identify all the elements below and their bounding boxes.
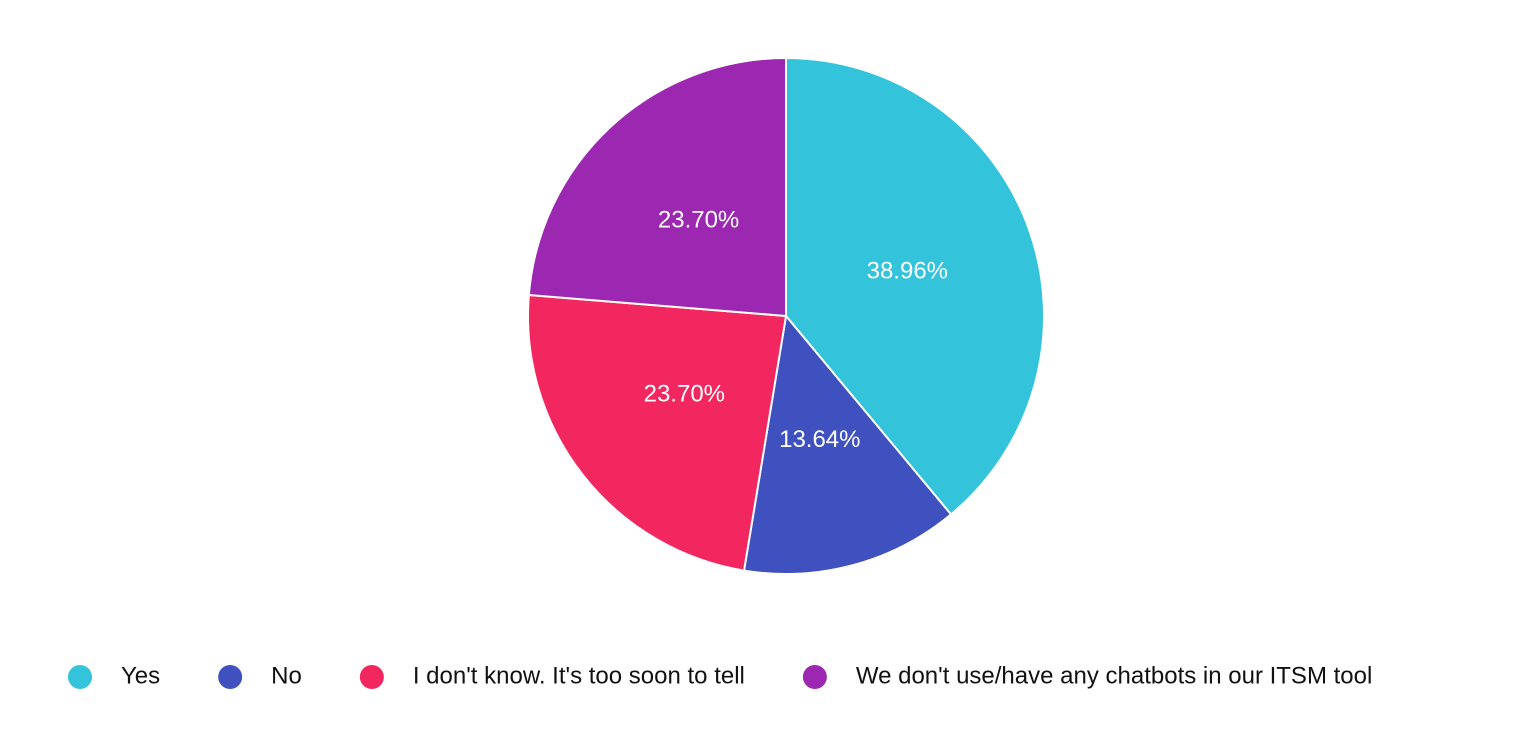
pie-slice (527, 293, 788, 572)
data-label: 23.70% (658, 206, 739, 233)
data-label: 38.96% (867, 257, 948, 284)
legend-label: Yes (121, 662, 160, 689)
legend-label: No (271, 662, 302, 689)
pie-slice (785, 56, 1045, 516)
data-label: 13.64% (779, 426, 860, 453)
legend-marker (218, 665, 243, 689)
data-label: 23.70% (644, 381, 725, 408)
legend-label: I don't know. It's too soon to tell (413, 662, 745, 689)
legend-label: We don't use/have any chatbots in our IT… (856, 662, 1372, 689)
pie-slice (527, 56, 787, 318)
pie-slice (742, 313, 953, 575)
legend-marker (68, 665, 92, 689)
legend-marker (359, 665, 384, 689)
legend-marker (802, 665, 827, 689)
